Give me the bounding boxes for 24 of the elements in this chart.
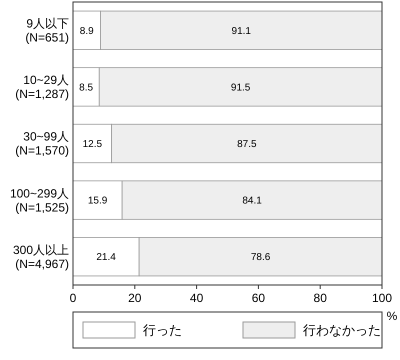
data-label: 84.1 [242,196,262,207]
y-tick-label: 10~29人 (N=1,287) [15,73,69,102]
data-label: 91.1 [232,26,252,37]
data-label: 15.9 [88,196,108,207]
data-label: 8.5 [79,82,94,94]
x-tick-label: 100 [372,291,392,305]
x-tick-label: 40 [190,291,204,305]
x-axis-title: % [386,309,398,323]
y-tick-label: 100~299人 (N=1,525) [10,186,69,214]
x-tick-label: 20 [128,291,142,305]
x-tick-label: 80 [314,291,328,305]
data-label: 8.9 [80,26,94,37]
legend-label: 行った [143,322,182,338]
data-label: 21.4 [96,252,116,264]
y-tick-label: 9人以下 (N=651) [25,16,70,44]
x-tick-label: 0 [70,291,77,305]
data-label: 91.5 [230,82,251,94]
data-label: 87.5 [237,139,257,150]
y-tick-label: 300人以上 (N=4,967) [12,242,69,271]
data-label: 12.5 [82,139,102,150]
y-tick-label: 30~99人 (N=1,570) [15,130,69,158]
data-label: 78.6 [250,252,271,264]
legend-label: 行わなかった [303,322,381,338]
x-tick-label: 60 [252,291,266,305]
